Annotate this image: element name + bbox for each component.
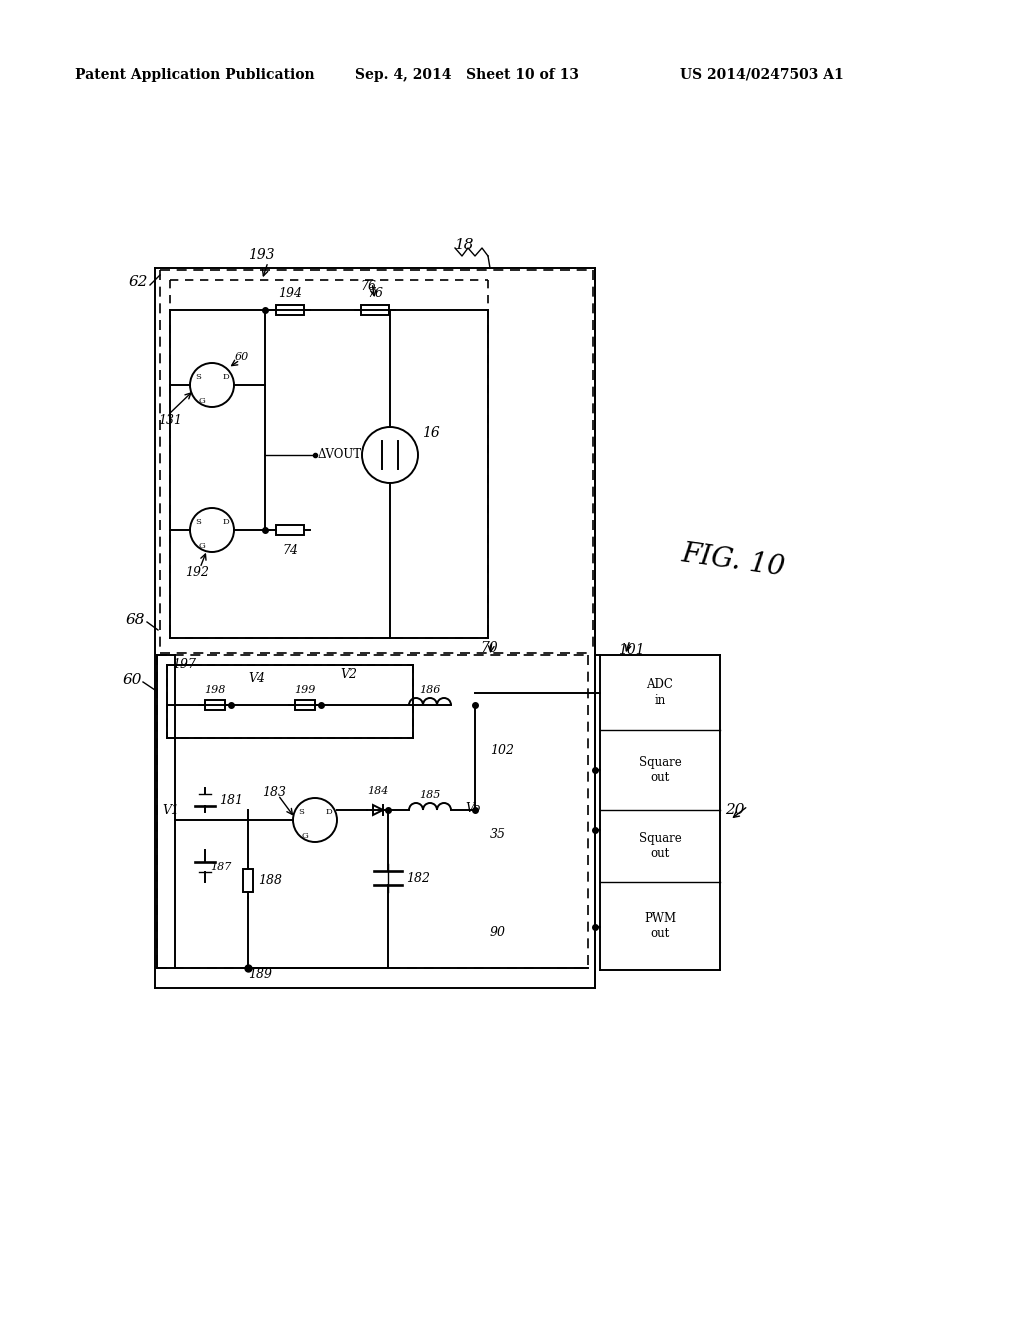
Text: ADC
in: ADC in xyxy=(646,678,674,706)
Bar xyxy=(361,305,389,315)
Text: 192: 192 xyxy=(185,565,209,578)
Text: 186: 186 xyxy=(419,685,440,696)
Text: 74: 74 xyxy=(282,544,298,557)
Text: Sep. 4, 2014   Sheet 10 of 13: Sep. 4, 2014 Sheet 10 of 13 xyxy=(355,69,579,82)
Text: S: S xyxy=(195,374,201,381)
Text: 68: 68 xyxy=(126,612,145,627)
Text: G: G xyxy=(302,832,308,840)
Text: Square
out: Square out xyxy=(639,756,681,784)
Text: 182: 182 xyxy=(406,871,430,884)
Bar xyxy=(205,700,225,710)
Text: 189: 189 xyxy=(248,969,272,982)
Text: FIG. 10: FIG. 10 xyxy=(680,540,787,581)
Text: V4: V4 xyxy=(248,672,265,685)
Text: 60: 60 xyxy=(123,673,142,686)
Text: 76: 76 xyxy=(367,286,383,300)
Bar xyxy=(276,305,304,315)
Text: S: S xyxy=(195,517,201,525)
Text: 35: 35 xyxy=(490,829,506,842)
Text: 185: 185 xyxy=(419,789,440,800)
Text: 131: 131 xyxy=(158,413,182,426)
Text: PWM
out: PWM out xyxy=(644,912,676,940)
Text: 18: 18 xyxy=(455,238,474,252)
Text: 76: 76 xyxy=(360,280,376,293)
Text: Vo: Vo xyxy=(465,801,480,814)
Text: D: D xyxy=(222,374,229,381)
Text: 183: 183 xyxy=(262,785,286,799)
Text: 188: 188 xyxy=(258,874,282,887)
Bar xyxy=(276,525,304,535)
Text: 193: 193 xyxy=(248,248,274,261)
Text: 60: 60 xyxy=(234,352,249,362)
Text: ΔVOUT: ΔVOUT xyxy=(318,449,362,462)
Text: G: G xyxy=(199,543,206,550)
Text: US 2014/0247503 A1: US 2014/0247503 A1 xyxy=(680,69,844,82)
Text: 199: 199 xyxy=(294,685,315,696)
Text: V2: V2 xyxy=(340,668,357,681)
Text: 102: 102 xyxy=(490,743,514,756)
Text: 62: 62 xyxy=(128,275,148,289)
Text: 184: 184 xyxy=(368,785,389,796)
Text: 16: 16 xyxy=(422,426,439,440)
Text: V1: V1 xyxy=(162,804,179,817)
Bar xyxy=(243,869,253,891)
Text: 198: 198 xyxy=(205,685,225,696)
Text: S: S xyxy=(298,808,304,816)
Text: 101: 101 xyxy=(618,643,645,657)
Text: 181: 181 xyxy=(219,793,243,807)
Bar xyxy=(295,700,315,710)
Text: 194: 194 xyxy=(278,286,302,300)
Text: 187: 187 xyxy=(210,862,231,873)
Text: Patent Application Publication: Patent Application Publication xyxy=(75,69,314,82)
Text: G: G xyxy=(199,397,206,405)
Text: D: D xyxy=(326,808,333,816)
Text: 20: 20 xyxy=(725,803,744,817)
Text: 70: 70 xyxy=(480,642,498,655)
Text: 90: 90 xyxy=(490,925,506,939)
Text: D: D xyxy=(222,517,229,525)
Text: Square
out: Square out xyxy=(639,832,681,861)
Text: 197: 197 xyxy=(172,657,196,671)
